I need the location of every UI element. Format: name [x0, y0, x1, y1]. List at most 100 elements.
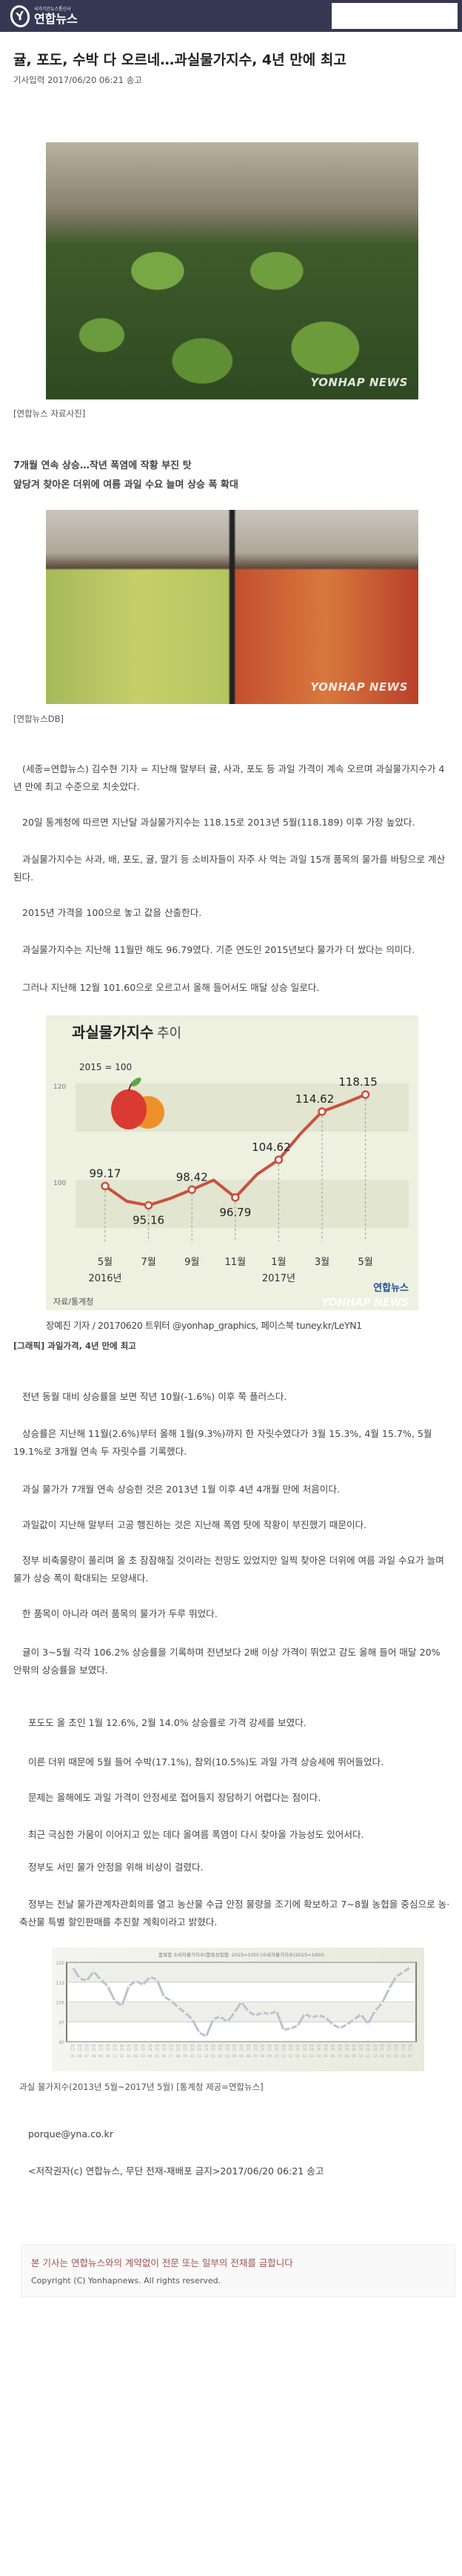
article-dateline: 기사입력 2017/06/20 06:21 송고	[13, 75, 142, 85]
x-tick-label: 10	[275, 2054, 279, 2059]
x-tick-label: 20	[324, 2044, 328, 2048]
x-tick-label: 14	[127, 2048, 131, 2052]
data-point	[388, 1988, 390, 1991]
x-tick-label: 02	[387, 2054, 392, 2059]
data-point	[149, 1976, 151, 1979]
x-tick-label: 04	[148, 2054, 153, 2059]
x-tick-label: 12	[373, 2054, 378, 2059]
x-tick-label: 06	[247, 2054, 251, 2059]
x-tick-label: 01	[127, 2054, 131, 2059]
x-tick-label: 15	[218, 2048, 223, 2052]
data-point	[346, 2023, 348, 2026]
data-point	[141, 1983, 144, 1986]
x-tick-label: 11	[281, 2054, 286, 2059]
x-tick-label: 20	[289, 2044, 293, 2048]
x-tick-label: 16	[345, 2048, 349, 2052]
x-tick-label: 20	[394, 2044, 398, 2048]
x-tick-label: 14	[183, 2048, 187, 2052]
notice-copyright: Copyright (C) Yonhapnews. All rights res…	[31, 2276, 221, 2285]
data-point	[233, 2011, 235, 2014]
x-tick-label: 20	[78, 2044, 82, 2048]
x-tick-label: 17	[387, 2048, 392, 2052]
x-tick-label: 02	[218, 2054, 223, 2059]
y-tick-label: 90	[58, 2040, 64, 2045]
data-point	[101, 1181, 110, 1191]
x-tick-label: 08	[176, 2054, 181, 2059]
grid-band	[76, 1180, 409, 1228]
x-tick-label: 02	[303, 2054, 307, 2059]
reporter-email[interactable]: porque@yna.co.kr	[28, 2128, 114, 2140]
article-paragraph: 과실물가지수는 지난해 11월만 해도 96.79였다. 기준 연도인 2015…	[22, 944, 415, 955]
x-tick-label: 01	[211, 2054, 215, 2059]
article-paragraph: 정부는 전날 물가관계차관회의를 열고 농산물 수급 안정 물량을 조기에 확보…	[19, 1899, 450, 1928]
x-tick-label: 20	[338, 2044, 342, 2048]
article-paragraph: 정부 비축물량이 풀리며 올 초 잠잠해질 것이라는 전망도 있었지만 일찍 찾…	[13, 1555, 444, 1584]
data-point	[254, 2014, 257, 2017]
x-tick-label: 16	[295, 2048, 300, 2052]
x-tick-label: 20	[281, 2044, 286, 2048]
data-point	[261, 2011, 264, 2014]
data-point	[121, 2005, 123, 2008]
yonhap-logo-icon: Y	[7, 3, 33, 30]
base-note: 2015 = 100	[79, 1062, 132, 1072]
x-tick-label: 16	[317, 2048, 321, 2052]
data-label: 104.62	[252, 1141, 291, 1154]
x-tick-label: 04	[317, 2054, 321, 2059]
data-point	[135, 1979, 137, 1982]
search-input[interactable]	[332, 3, 458, 29]
data-point	[247, 2010, 250, 2013]
photo-caption: [연합뉴스DB]	[13, 714, 64, 724]
x-tick-label: 11	[197, 2054, 201, 2059]
data-label: 114.62	[295, 1092, 335, 1106]
x-tick-label: 15	[267, 2048, 272, 2052]
x-tick-label: 20	[211, 2044, 215, 2048]
data-point	[324, 2016, 327, 2019]
data-point	[191, 2018, 193, 2021]
subheading: 앞당겨 찾아온 더위에 여름 과일 수요 늘며 상승 폭 확대	[13, 479, 238, 491]
article-title: 귤, 포도, 수박 다 오르네…과실물가지수, 4년 만에 최고	[13, 52, 346, 68]
x-tick-label: 15	[275, 2048, 279, 2052]
x-tick-label: 1월	[271, 1257, 286, 1268]
x-tick-label: 13	[84, 2048, 89, 2052]
data-point	[71, 1966, 74, 1968]
data-point	[289, 2027, 292, 2030]
x-tick-label: 14	[148, 2048, 153, 2052]
y-tick-label: 113	[56, 1981, 65, 1986]
copyright-line: <저작권자(c) 연합뉴스, 무단 전재-재배포 금지>2017/06/20 0…	[28, 2165, 324, 2177]
site-header: Y 국가기간뉴스통신사 연합뉴스	[0, 0, 462, 32]
data-point	[187, 1185, 196, 1195]
x-tick-label: 20	[134, 2044, 138, 2048]
x-tick-label: 20	[267, 2044, 272, 2048]
graphic-caption: [그래픽] 과일가격, 4년 만에 최고	[13, 1341, 136, 1351]
x-tick-label: 15	[253, 2048, 258, 2052]
x-tick-label: 20	[366, 2044, 370, 2048]
x-tick-label: 20	[303, 2044, 307, 2048]
x-tick-label: 14	[176, 2048, 181, 2052]
x-tick-label: 15	[211, 2048, 215, 2052]
x-tick-label: 20	[247, 2044, 251, 2048]
article-paragraph: 과일값이 지난해 말부터 고공 행진하는 것은 지난해 폭염 탓에 작황이 부진…	[22, 1519, 367, 1530]
x-tick-label: 20	[169, 2044, 173, 2048]
x-tick-label: 08	[92, 2054, 96, 2059]
data-point	[170, 1999, 173, 2002]
x-tick-label: 16	[373, 2048, 378, 2052]
x-tick-label: 14	[204, 2048, 209, 2052]
x-tick-label: 11월	[225, 1257, 247, 1268]
chart-logo: 연합뉴스	[373, 1282, 409, 1294]
x-tick-label: 07	[338, 2054, 342, 2059]
x-tick-label: 17	[394, 2048, 398, 2052]
x-year-label: 2017년	[262, 1273, 295, 1284]
x-tick-label: 20	[155, 2044, 159, 2048]
x-tick-label: 03	[309, 2054, 314, 2059]
data-point	[198, 2031, 201, 2034]
x-tick-label: 13	[92, 2048, 96, 2052]
x-tick-label: 5월	[358, 1257, 372, 1268]
grid-band	[67, 1963, 415, 1982]
chart-source: 자료/통계청	[53, 1297, 93, 1307]
logo-tagline: 국가기간뉴스통신사	[34, 7, 71, 12]
x-tick-label: 07	[84, 2054, 89, 2059]
x-tick-label: 20	[190, 2044, 195, 2048]
x-tick-label: 09	[183, 2054, 187, 2059]
yonhap-logo[interactable]: Y 국가기간뉴스통신사 연합뉴스	[7, 3, 78, 30]
grid-band	[67, 2002, 415, 2022]
